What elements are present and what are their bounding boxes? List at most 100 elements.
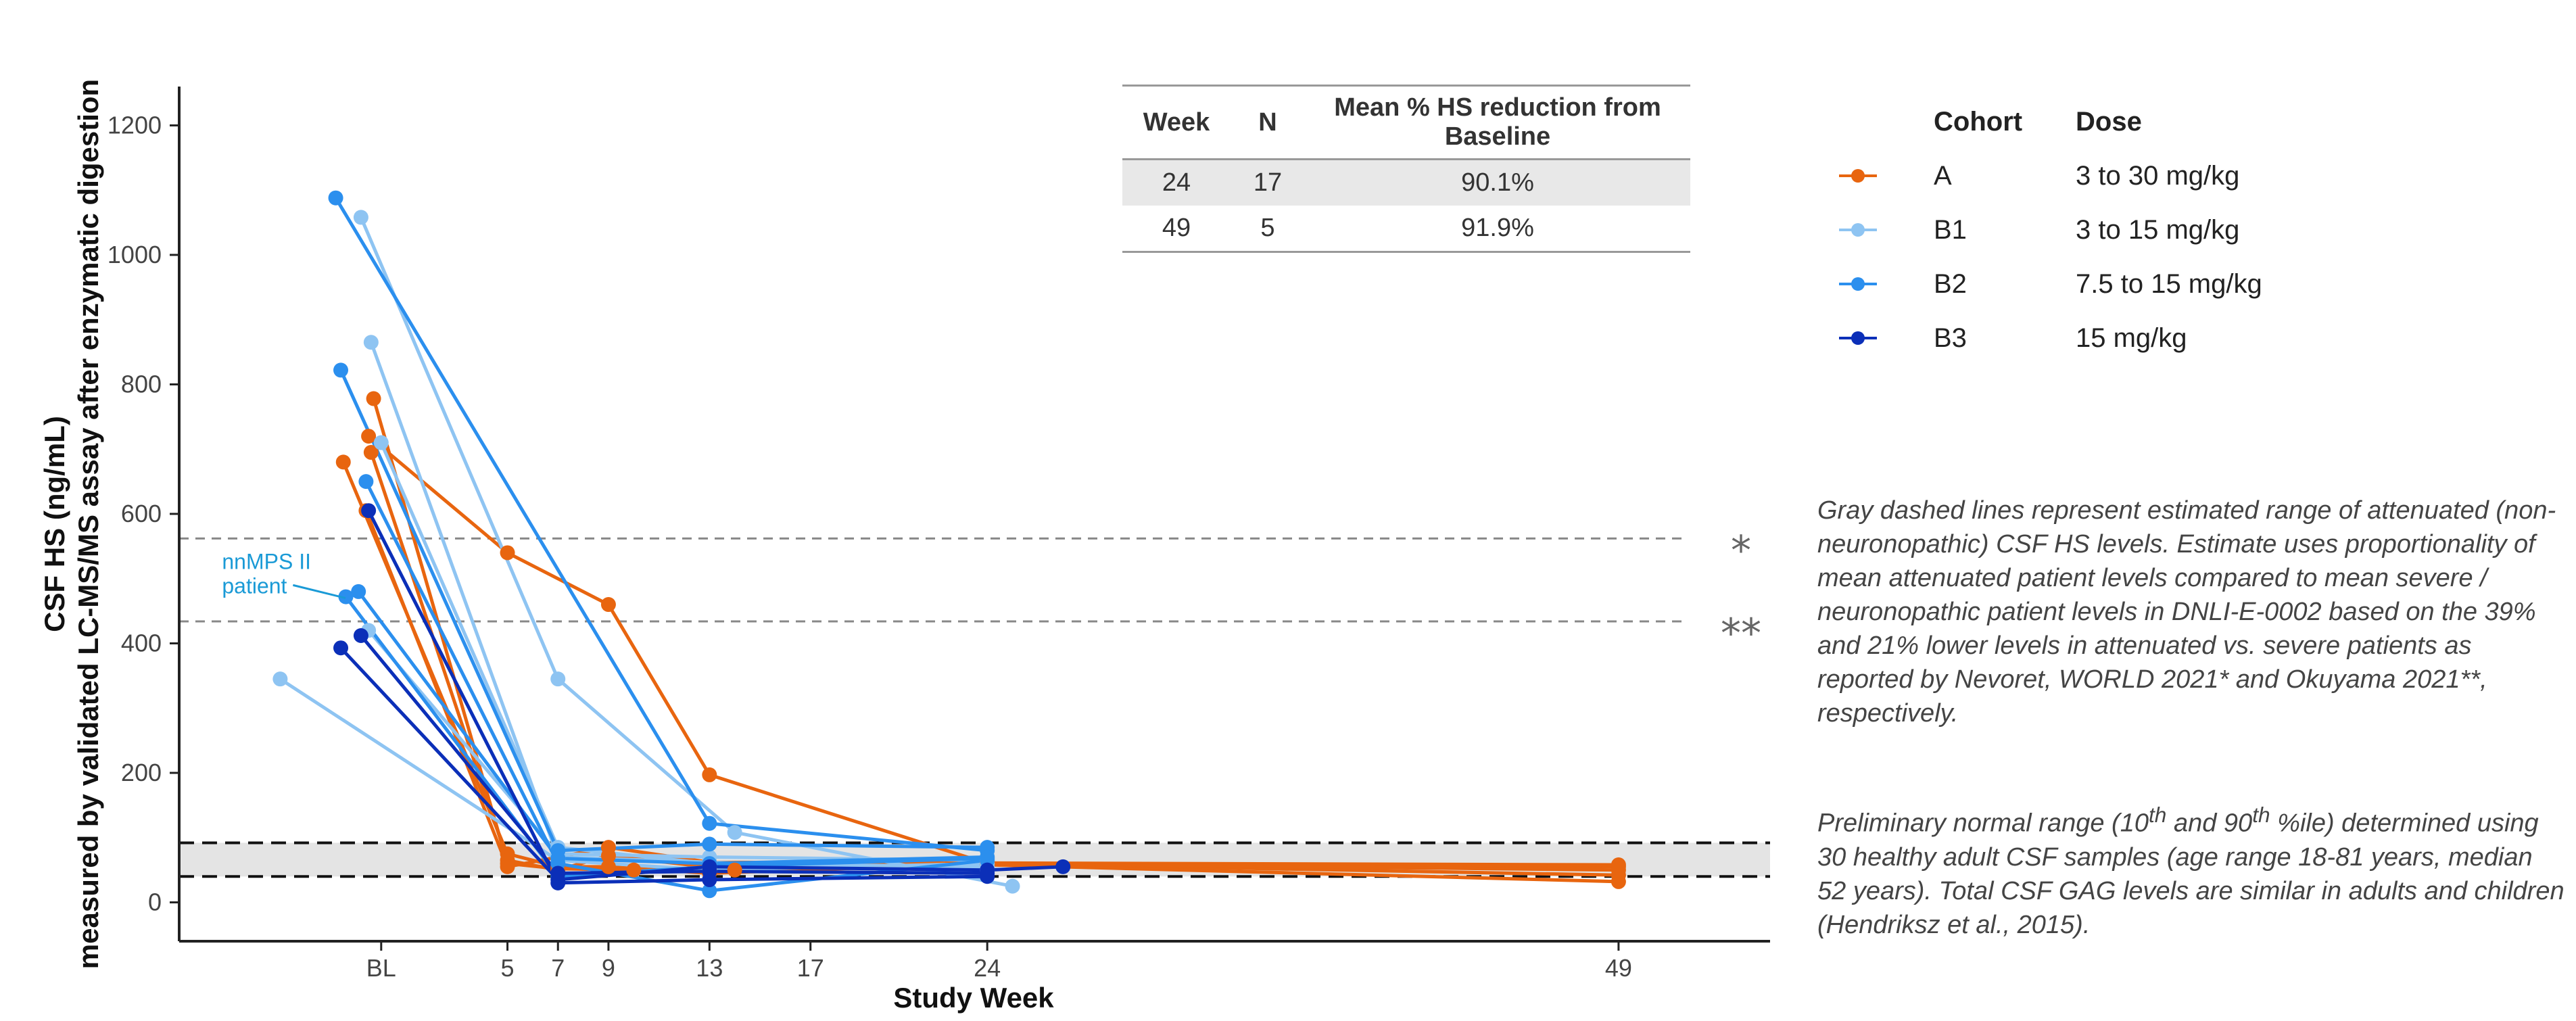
legend-dose: 3 to 15 mg/kg <box>2076 214 2240 245</box>
x-tick-label: BL <box>366 954 396 982</box>
series-line-b2-2 <box>339 369 988 853</box>
series-line-b3-3 <box>359 634 988 875</box>
data-point-a-3 <box>626 862 642 878</box>
legend-key-icon <box>1832 270 1934 298</box>
cell-week: 24 <box>1122 159 1231 206</box>
x-tick-label: 17 <box>797 954 824 982</box>
x-tick-label: 49 <box>1605 954 1632 982</box>
x-tick-label: 7 <box>551 954 565 982</box>
cell-reduction: 91.9% <box>1305 206 1690 253</box>
series-line-b3-1 <box>366 510 988 885</box>
annotation-text-line1: nnMPS II <box>222 549 311 573</box>
data-point-b1-2 <box>727 825 742 840</box>
series-line-b1-3 <box>369 341 988 872</box>
y-tick-label: 200 <box>121 759 162 786</box>
header-n: N <box>1231 85 1305 160</box>
data-point-b3-1 <box>361 503 377 519</box>
legend-header: Cohort Dose <box>1832 95 2346 149</box>
series-line-b2-5 <box>357 590 988 865</box>
table-row: 49 5 91.9% <box>1122 206 1690 253</box>
annotation: nnMPS II patient <box>222 549 346 599</box>
data-point-b3-2 <box>1055 859 1071 874</box>
x-ticks: BL 5 7 9 13 17 24 49 <box>366 941 1632 982</box>
reference-line-label: * <box>1731 527 1751 574</box>
annotation-text-line2: patient <box>222 573 287 598</box>
data-point-b2-1 <box>328 190 343 206</box>
legend-key-icon <box>1832 216 1934 243</box>
series-line-a-1 <box>341 461 1619 875</box>
data-point-a-4 <box>363 445 379 460</box>
data-point-b3-3 <box>702 863 717 879</box>
data-point-b2-3 <box>358 474 374 490</box>
y-tick-label: 1000 <box>108 241 162 268</box>
data-point-b2-5 <box>980 849 995 865</box>
series-layer <box>272 190 1626 899</box>
data-point-b3-3 <box>550 865 566 881</box>
data-point-b2-3 <box>702 883 717 899</box>
data-point-a-2 <box>600 597 616 613</box>
legend-item: B1 3 to 15 mg/kg <box>1832 203 2346 257</box>
cell-reduction: 90.1% <box>1305 159 1690 206</box>
data-point-b2-2 <box>702 836 717 852</box>
legend-dose: 3 to 30 mg/kg <box>2076 160 2240 191</box>
data-point-b2-4 <box>338 589 354 604</box>
note2-sup2: th <box>2252 803 2270 827</box>
data-point-a-5 <box>1611 857 1626 873</box>
legend-header-cohort: Cohort <box>1934 106 2023 137</box>
legend-cohort: B3 <box>1934 323 1967 353</box>
header-week: Week <box>1122 85 1231 160</box>
cell-week: 49 <box>1122 206 1231 253</box>
annotation-pointer-line <box>293 584 346 599</box>
y-axis-title-line1: CSF HS (ng/mL) <box>39 416 70 632</box>
data-point-b2-5 <box>550 851 566 866</box>
summary-table: Week N Mean % HS reduction from Baseline… <box>1122 85 1690 253</box>
legend-cohort: B2 <box>1934 268 1967 299</box>
data-point-a-2 <box>500 545 515 561</box>
legend-key-icon <box>1832 162 1934 189</box>
data-point-a-5 <box>500 859 515 874</box>
data-point-a-3 <box>366 391 381 406</box>
y-tick-label: 1200 <box>108 111 162 139</box>
table-row: 24 17 90.1% <box>1122 159 1690 206</box>
y-axis-title-line2: measured by validated LC-MS/MS assay aft… <box>72 79 104 969</box>
data-point-a-2 <box>361 429 377 444</box>
x-tick-label: 9 <box>602 954 615 982</box>
header-mean-reduction: Mean % HS reduction from Baseline <box>1305 85 1690 160</box>
legend-item: B2 7.5 to 15 mg/kg <box>1832 257 2346 311</box>
data-point-a-3 <box>1611 874 1626 889</box>
y-tick-label: 800 <box>121 370 162 398</box>
data-point-b3-3 <box>980 865 995 881</box>
note2-sup1: th <box>2148 803 2167 827</box>
data-point-b2-2 <box>333 362 349 378</box>
legend-dose: 15 mg/kg <box>2076 323 2187 353</box>
data-point-a-1 <box>335 454 351 470</box>
y-ticks: 0 200 400 600 800 1000 1200 <box>108 111 179 916</box>
legend-cohort: A <box>1934 160 1952 191</box>
series-line-a-4 <box>369 452 1619 872</box>
series-line-a-2 <box>367 435 1619 877</box>
data-point-a-5 <box>600 840 616 855</box>
data-point-b1-2 <box>1005 878 1020 894</box>
legend: Cohort Dose A 3 to 30 mg/kg B1 3 to 15 m… <box>1832 95 2346 365</box>
series-lines <box>279 197 1619 893</box>
series-points <box>272 190 1626 899</box>
data-point-b1-2 <box>353 210 368 225</box>
y-tick-label: 0 <box>148 888 162 916</box>
data-point-a-4 <box>727 862 742 878</box>
y-tick-label: 600 <box>121 500 162 527</box>
data-point-b3-3 <box>353 628 368 644</box>
data-point-b2-1 <box>702 815 717 831</box>
series-line-b2-1 <box>334 197 988 853</box>
cell-n: 5 <box>1231 206 1305 253</box>
x-axis-title: Study Week <box>893 982 1054 1014</box>
data-point-b1-4 <box>373 435 389 450</box>
x-tick-label: 13 <box>696 954 723 982</box>
reference-line-label: ** <box>1721 610 1761 657</box>
legend-dose: 7.5 to 15 mg/kg <box>2076 268 2262 299</box>
x-tick-label: 5 <box>501 954 515 982</box>
note2-part3: %ile) determined using 30 healthy adult … <box>1817 809 2565 939</box>
legend-item: B3 15 mg/kg <box>1832 311 2346 365</box>
x-tick-label: 24 <box>974 954 1001 982</box>
data-point-b3-2 <box>333 640 349 656</box>
